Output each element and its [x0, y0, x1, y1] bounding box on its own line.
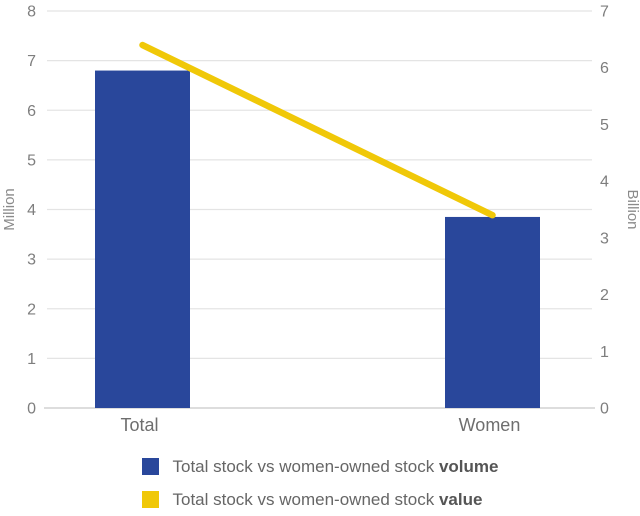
chart-legend-items: Total stock vs women-owned stock volume … — [141, 456, 499, 510]
legend-label-volume-bold: volume — [438, 457, 499, 476]
value-line — [139, 41, 496, 219]
legend-item-value: Total stock vs women-owned stock value — [141, 489, 483, 510]
legend-swatch-value-icon — [141, 491, 159, 508]
left-axis-tick-label: 5 — [27, 152, 36, 169]
left-axis-tick-label: 4 — [27, 202, 36, 219]
right-axis-tick-label: 3 — [600, 230, 609, 247]
right-axis-tick-label: 5 — [600, 117, 609, 134]
bar-total — [95, 70, 190, 409]
right-axis-tick-label: 1 — [600, 344, 609, 361]
left-axis-tick-label: 2 — [27, 301, 36, 318]
left-axis-tick-label: 3 — [27, 252, 36, 269]
right-axis-tick-label: 7 — [600, 4, 609, 21]
category-label-total: Total — [120, 415, 158, 435]
legend-item-volume: Total stock vs women-owned stock volume — [141, 456, 499, 477]
chart-svg: 0 1 2 3 4 5 6 7 8 0 1 2 3 4 5 6 7 Million Billion Total Wome… — [1, 4, 640, 436]
left-axis-tick-label: 8 — [27, 4, 36, 21]
right-axis-tick-label: 0 — [600, 401, 609, 418]
legend-swatch-volume-icon — [141, 458, 159, 475]
left-axis-tick-label: 0 — [27, 401, 36, 418]
left-axis-tick-label: 1 — [27, 351, 36, 368]
bar-women — [445, 216, 540, 408]
left-axis-tick-label: 6 — [27, 103, 36, 120]
left-axis-title: Million — [1, 188, 18, 231]
chart-legend: Total stock vs women-owned stock volume … — [0, 456, 640, 510]
right-axis-tick-label: 2 — [600, 287, 609, 304]
right-axis-title: Billion — [624, 189, 640, 229]
category-label-women: Women — [459, 415, 521, 435]
legend-label-value: Total stock vs women-owned stock value — [173, 489, 483, 510]
left-axis-tick-label: 7 — [27, 53, 36, 70]
legend-label-value-prefix: Total stock vs women-owned stock — [172, 490, 439, 509]
right-axis-tick-label: 6 — [600, 60, 609, 77]
right-axis-tick-label: 4 — [600, 174, 609, 191]
legend-label-volume: Total stock vs women-owned stock volume — [173, 456, 499, 477]
legend-label-value-bold: value — [438, 490, 483, 509]
legend-label-volume-prefix: Total stock vs women-owned stock — [172, 457, 439, 476]
